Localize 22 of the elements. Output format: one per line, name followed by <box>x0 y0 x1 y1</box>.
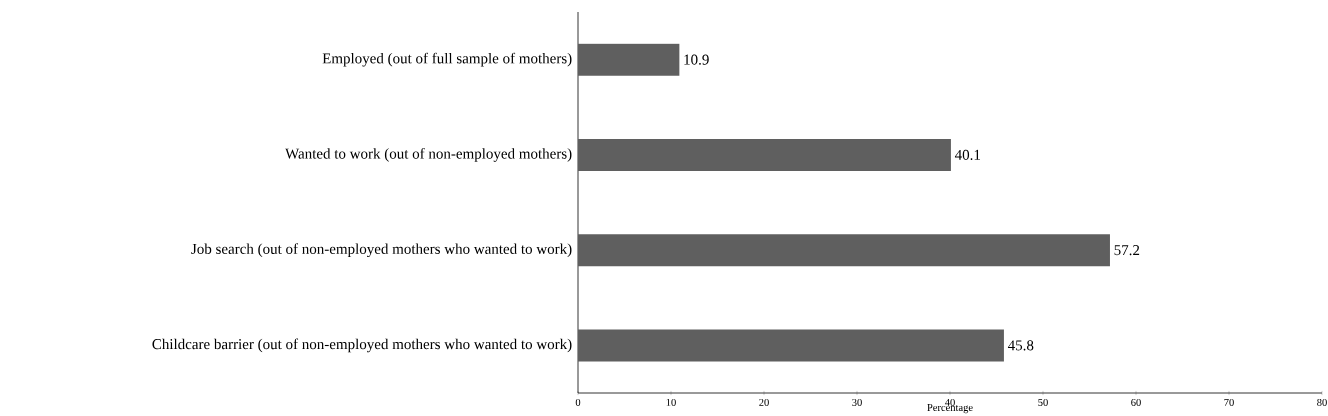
data-label: 40.1 <box>954 149 981 160</box>
x-tick-label: 30 <box>852 398 862 406</box>
x-tick-label: 80 <box>1317 398 1327 406</box>
x-tick-label: 70 <box>1224 398 1234 406</box>
x-tick-label: 0 <box>575 398 581 406</box>
bar <box>578 234 1110 267</box>
x-tick-label: 40 <box>944 398 955 406</box>
data-label: 45.8 <box>1007 340 1034 351</box>
x-tick-label: 50 <box>1038 398 1048 406</box>
bar <box>578 138 951 171</box>
x-tick-label: 20 <box>759 398 769 406</box>
bar <box>578 43 680 76</box>
data-label: 10.9 <box>684 54 709 65</box>
x-tick-label: 10 <box>666 398 676 406</box>
data-label: 57.2 <box>1114 245 1140 256</box>
y-tick-label: Employed (out of full sample of mothers) <box>322 52 572 67</box>
y-tick-label: Job search (out of non-employed mothers who wanted to work) <box>191 243 572 258</box>
x-axis-title: Percentage <box>927 404 973 414</box>
y-tick-label: Childcare barrier (out of non-employed mothers who wanted to work) <box>152 338 572 353</box>
bar <box>578 329 1004 362</box>
y-tick-label: Wanted to work (out of non-employed mothers) <box>285 147 572 162</box>
x-tick-label: 60 <box>1131 398 1141 406</box>
